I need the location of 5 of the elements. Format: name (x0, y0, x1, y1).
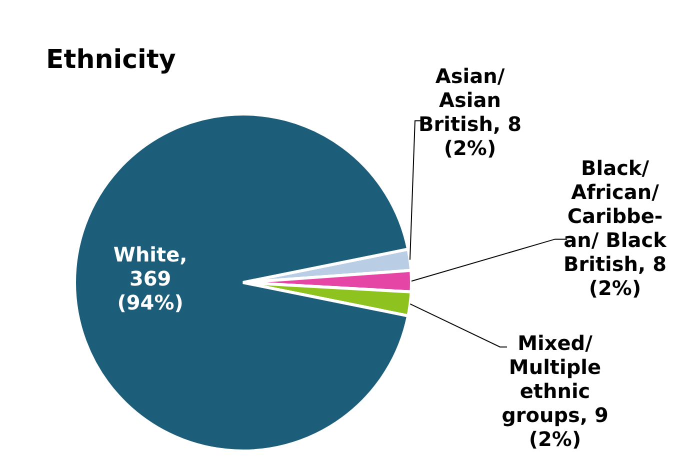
slice-label: White, 369 (94%) (113, 242, 188, 315)
slice-label: Asian/ Asian British, 8 (2%) (418, 64, 522, 160)
slice-label: Mixed/ Multiple ethnic groups, 9 (2%) (502, 331, 608, 452)
slice-label: Black/ African/ Caribbe-an/ Black British, 8 (2%) (564, 156, 668, 300)
chart-title: Ethnicity (46, 44, 176, 75)
